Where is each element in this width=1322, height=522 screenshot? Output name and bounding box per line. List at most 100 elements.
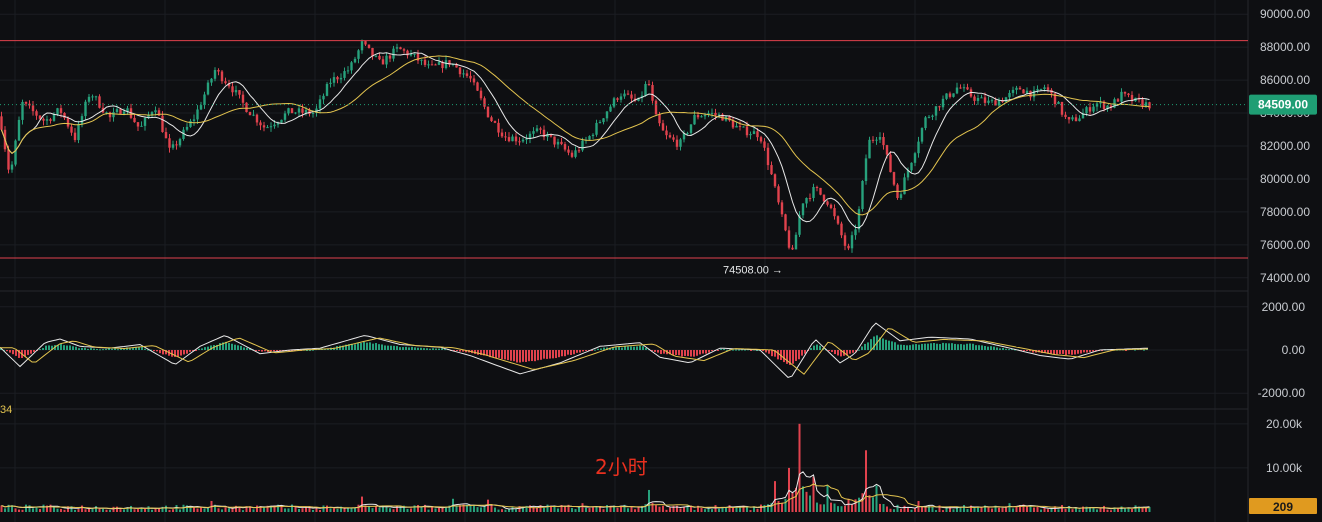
candle-body	[423, 59, 427, 65]
macd-histogram-bar	[987, 346, 989, 350]
volume-bar	[532, 506, 535, 512]
macd-histogram-bar	[402, 347, 404, 350]
volume-bar	[1064, 509, 1067, 512]
macd-histogram-bar	[663, 350, 665, 354]
volume-bar	[518, 506, 521, 512]
volume-pane[interactable]	[0, 423, 1151, 512]
volume-bar	[567, 504, 570, 512]
volume-bar	[21, 509, 24, 512]
volume-bar	[424, 504, 426, 512]
volume-bar	[812, 476, 815, 512]
candle-body	[294, 112, 297, 114]
volume-bar	[739, 506, 741, 512]
macd-histogram-bar	[546, 350, 548, 359]
volume-bar	[368, 506, 370, 512]
candle-body	[938, 106, 941, 108]
candle-body	[14, 140, 17, 165]
volume-bar	[35, 506, 38, 512]
macd-histogram-bar	[540, 350, 542, 360]
macd-histogram-bar	[888, 340, 890, 350]
candle-body	[70, 126, 73, 133]
macd-histogram-bar	[600, 348, 602, 350]
macd-pane[interactable]	[0, 322, 1149, 378]
volume-bar	[326, 505, 328, 512]
macd-histogram-bar	[399, 347, 401, 350]
candle-body	[220, 71, 224, 82]
candle-body	[385, 55, 388, 65]
volume-bar	[63, 509, 66, 512]
macd-histogram-bar	[1011, 348, 1013, 350]
volume-bar	[396, 506, 398, 512]
price-axis[interactable]: 90000.0088000.0086000.0084000.0082000.00…	[1249, 7, 1317, 514]
macd-histogram-bar	[960, 344, 962, 350]
volume-bar	[921, 506, 923, 512]
macd-histogram-bar	[999, 348, 1001, 350]
volume-bar	[1148, 507, 1151, 512]
candle-body	[892, 172, 896, 185]
macd-histogram-bar	[378, 344, 380, 350]
volume-bar	[515, 509, 517, 512]
macd-histogram-bar	[828, 350, 830, 351]
candle-body	[427, 64, 430, 66]
candle-body	[773, 174, 777, 187]
volume-bar	[690, 505, 692, 512]
macd-histogram-bar	[1083, 350, 1085, 353]
candle-body	[672, 137, 675, 140]
macd-histogram-bar	[6, 350, 8, 352]
volume-bar	[14, 508, 17, 512]
candle-body	[745, 126, 749, 136]
volume-bar	[364, 505, 367, 512]
macd-histogram-bar	[387, 345, 389, 350]
macd-histogram-bar	[141, 346, 143, 350]
candle-body	[626, 93, 630, 95]
volume-bar	[357, 504, 360, 512]
candle-body	[794, 234, 798, 250]
volume-bar	[557, 508, 559, 512]
candle-body	[791, 247, 794, 250]
volume-bar	[130, 505, 132, 512]
macd-histogram-bar	[267, 350, 269, 353]
macd-histogram-bar	[723, 348, 725, 350]
macd-histogram-bar	[63, 345, 65, 350]
candle-body	[210, 78, 213, 83]
macd-histogram-bar	[396, 346, 398, 350]
macd-histogram-bar	[594, 349, 596, 351]
candle-body	[651, 84, 654, 101]
macd-histogram-bar	[84, 347, 86, 350]
macd-histogram-bar	[51, 345, 53, 350]
volume-bar	[179, 509, 181, 512]
volume-tick-label: 20.00k	[1266, 417, 1303, 431]
volume-bar	[679, 508, 682, 512]
price-tick-label: 76000.00	[1260, 238, 1310, 252]
current-volume-value: 209	[1273, 500, 1293, 514]
candle-body	[164, 132, 168, 139]
macd-histogram-bar	[573, 350, 575, 355]
candle-body	[112, 112, 115, 118]
candle-body	[91, 96, 94, 98]
macd-histogram-bar	[1032, 350, 1034, 353]
macd-histogram-bar	[564, 350, 566, 357]
candle-body	[206, 82, 210, 95]
volume-bar	[662, 505, 664, 512]
candle-body	[1043, 87, 1046, 89]
volume-bar	[539, 505, 542, 512]
price-pane[interactable]: 74508.00 →	[0, 39, 1248, 276]
volume-bar	[147, 506, 150, 512]
candle-body	[262, 125, 266, 128]
macd-histogram-bar	[1014, 349, 1016, 351]
candle-body	[836, 216, 840, 224]
candle-body	[763, 141, 766, 148]
volume-bar	[623, 504, 626, 512]
volume-bar	[403, 505, 405, 512]
macd-histogram-bar	[0, 347, 2, 350]
candle-body	[108, 112, 112, 118]
candle-body	[497, 122, 500, 133]
candle-body	[434, 64, 437, 66]
volume-bar	[84, 509, 87, 512]
volume-bar	[683, 507, 685, 512]
volume-bar	[277, 504, 279, 512]
macd-histogram-bar	[786, 350, 788, 364]
volume-tick-label: 10.00k	[1266, 461, 1303, 475]
candle-body	[182, 129, 185, 139]
